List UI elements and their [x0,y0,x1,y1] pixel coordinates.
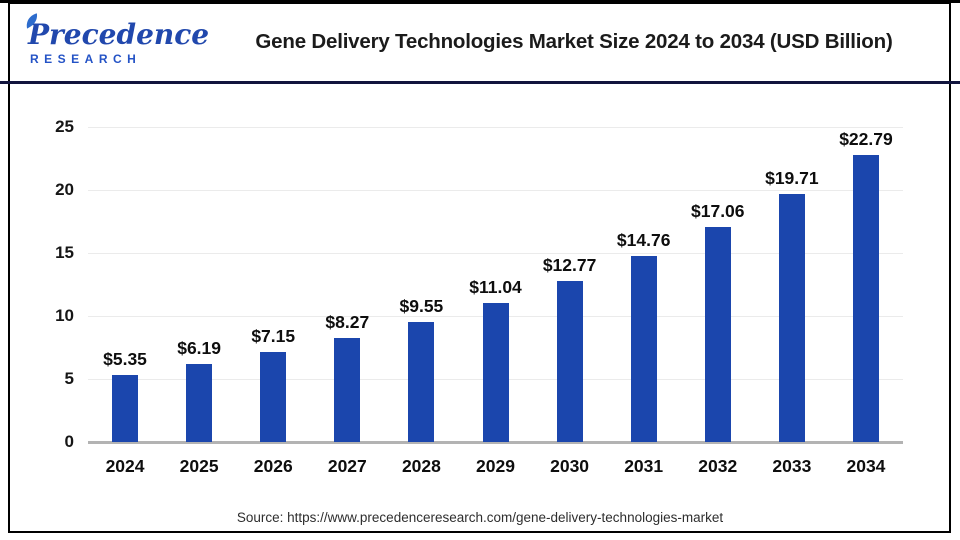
top-border [0,0,960,3]
bar-2033 [778,193,805,442]
brand-text: Precedence [28,17,210,51]
bar-value-label: $22.79 [839,128,893,149]
x-axis-label: 2029 [476,456,515,476]
x-axis-label: 2034 [846,456,886,476]
x-axis-label: 2031 [624,456,664,476]
x-axis-label: 2024 [105,456,145,476]
bar-value-label: $11.04 [469,276,522,297]
bar-value-label: $14.76 [616,230,671,251]
x-axis-label: 2032 [698,456,738,476]
bar-2030 [556,281,583,442]
page-title: Gene Delivery Technologies Market Size 2… [255,30,893,53]
y-axis-tick-label: 0 [64,432,74,451]
bar-value-label: $5.35 [103,348,147,369]
bar-2024 [112,374,139,442]
y-axis-tick-label: 15 [55,243,74,262]
header-divider [0,81,960,84]
bar-2029 [482,302,509,442]
x-axis-label: 2028 [401,456,441,476]
bar-value-label: $6.19 [177,338,222,358]
y-axis-tick-label: 5 [64,369,74,388]
brand-subtitle: RESEARCH [30,51,142,66]
gridline [88,253,903,254]
gridline [88,190,903,191]
y-axis-tick-label: 10 [55,306,74,325]
header: Precedence RESEARCH Gene Delivery Techno… [10,4,951,80]
bar-value-label: $7.15 [251,325,296,346]
x-axis-label: 2025 [179,456,219,476]
brand-name: Precedence [26,12,211,51]
bar-2034 [852,154,879,442]
bar-2025 [186,364,213,442]
x-axis-label: 2030 [550,456,590,476]
bar-value-label: $9.55 [399,295,444,316]
bar-2028 [408,321,435,442]
x-axis-label: 2033 [772,456,812,476]
y-axis-tick-label: 20 [55,180,74,199]
bar-2031 [630,256,657,442]
x-axis-label: 2026 [253,456,293,476]
x-axis-label: 2027 [327,456,367,476]
gridline [88,127,903,128]
bar-value-label: $12.77 [542,255,597,276]
source-line: Source: https://www.precedenceresearch.c… [236,510,724,525]
bar-2032 [704,227,731,442]
bar-2026 [260,351,287,442]
leaf-icon [26,12,38,29]
bar-value-label: $19.71 [765,167,819,188]
brand-logo: Precedence RESEARCH [26,12,211,66]
bar-value-label: $8.27 [325,311,370,332]
bar-value-label: $17.06 [691,201,745,222]
y-axis-tick-label: 25 [55,117,74,136]
bar-2027 [334,337,361,442]
x-axis-line [88,441,903,444]
